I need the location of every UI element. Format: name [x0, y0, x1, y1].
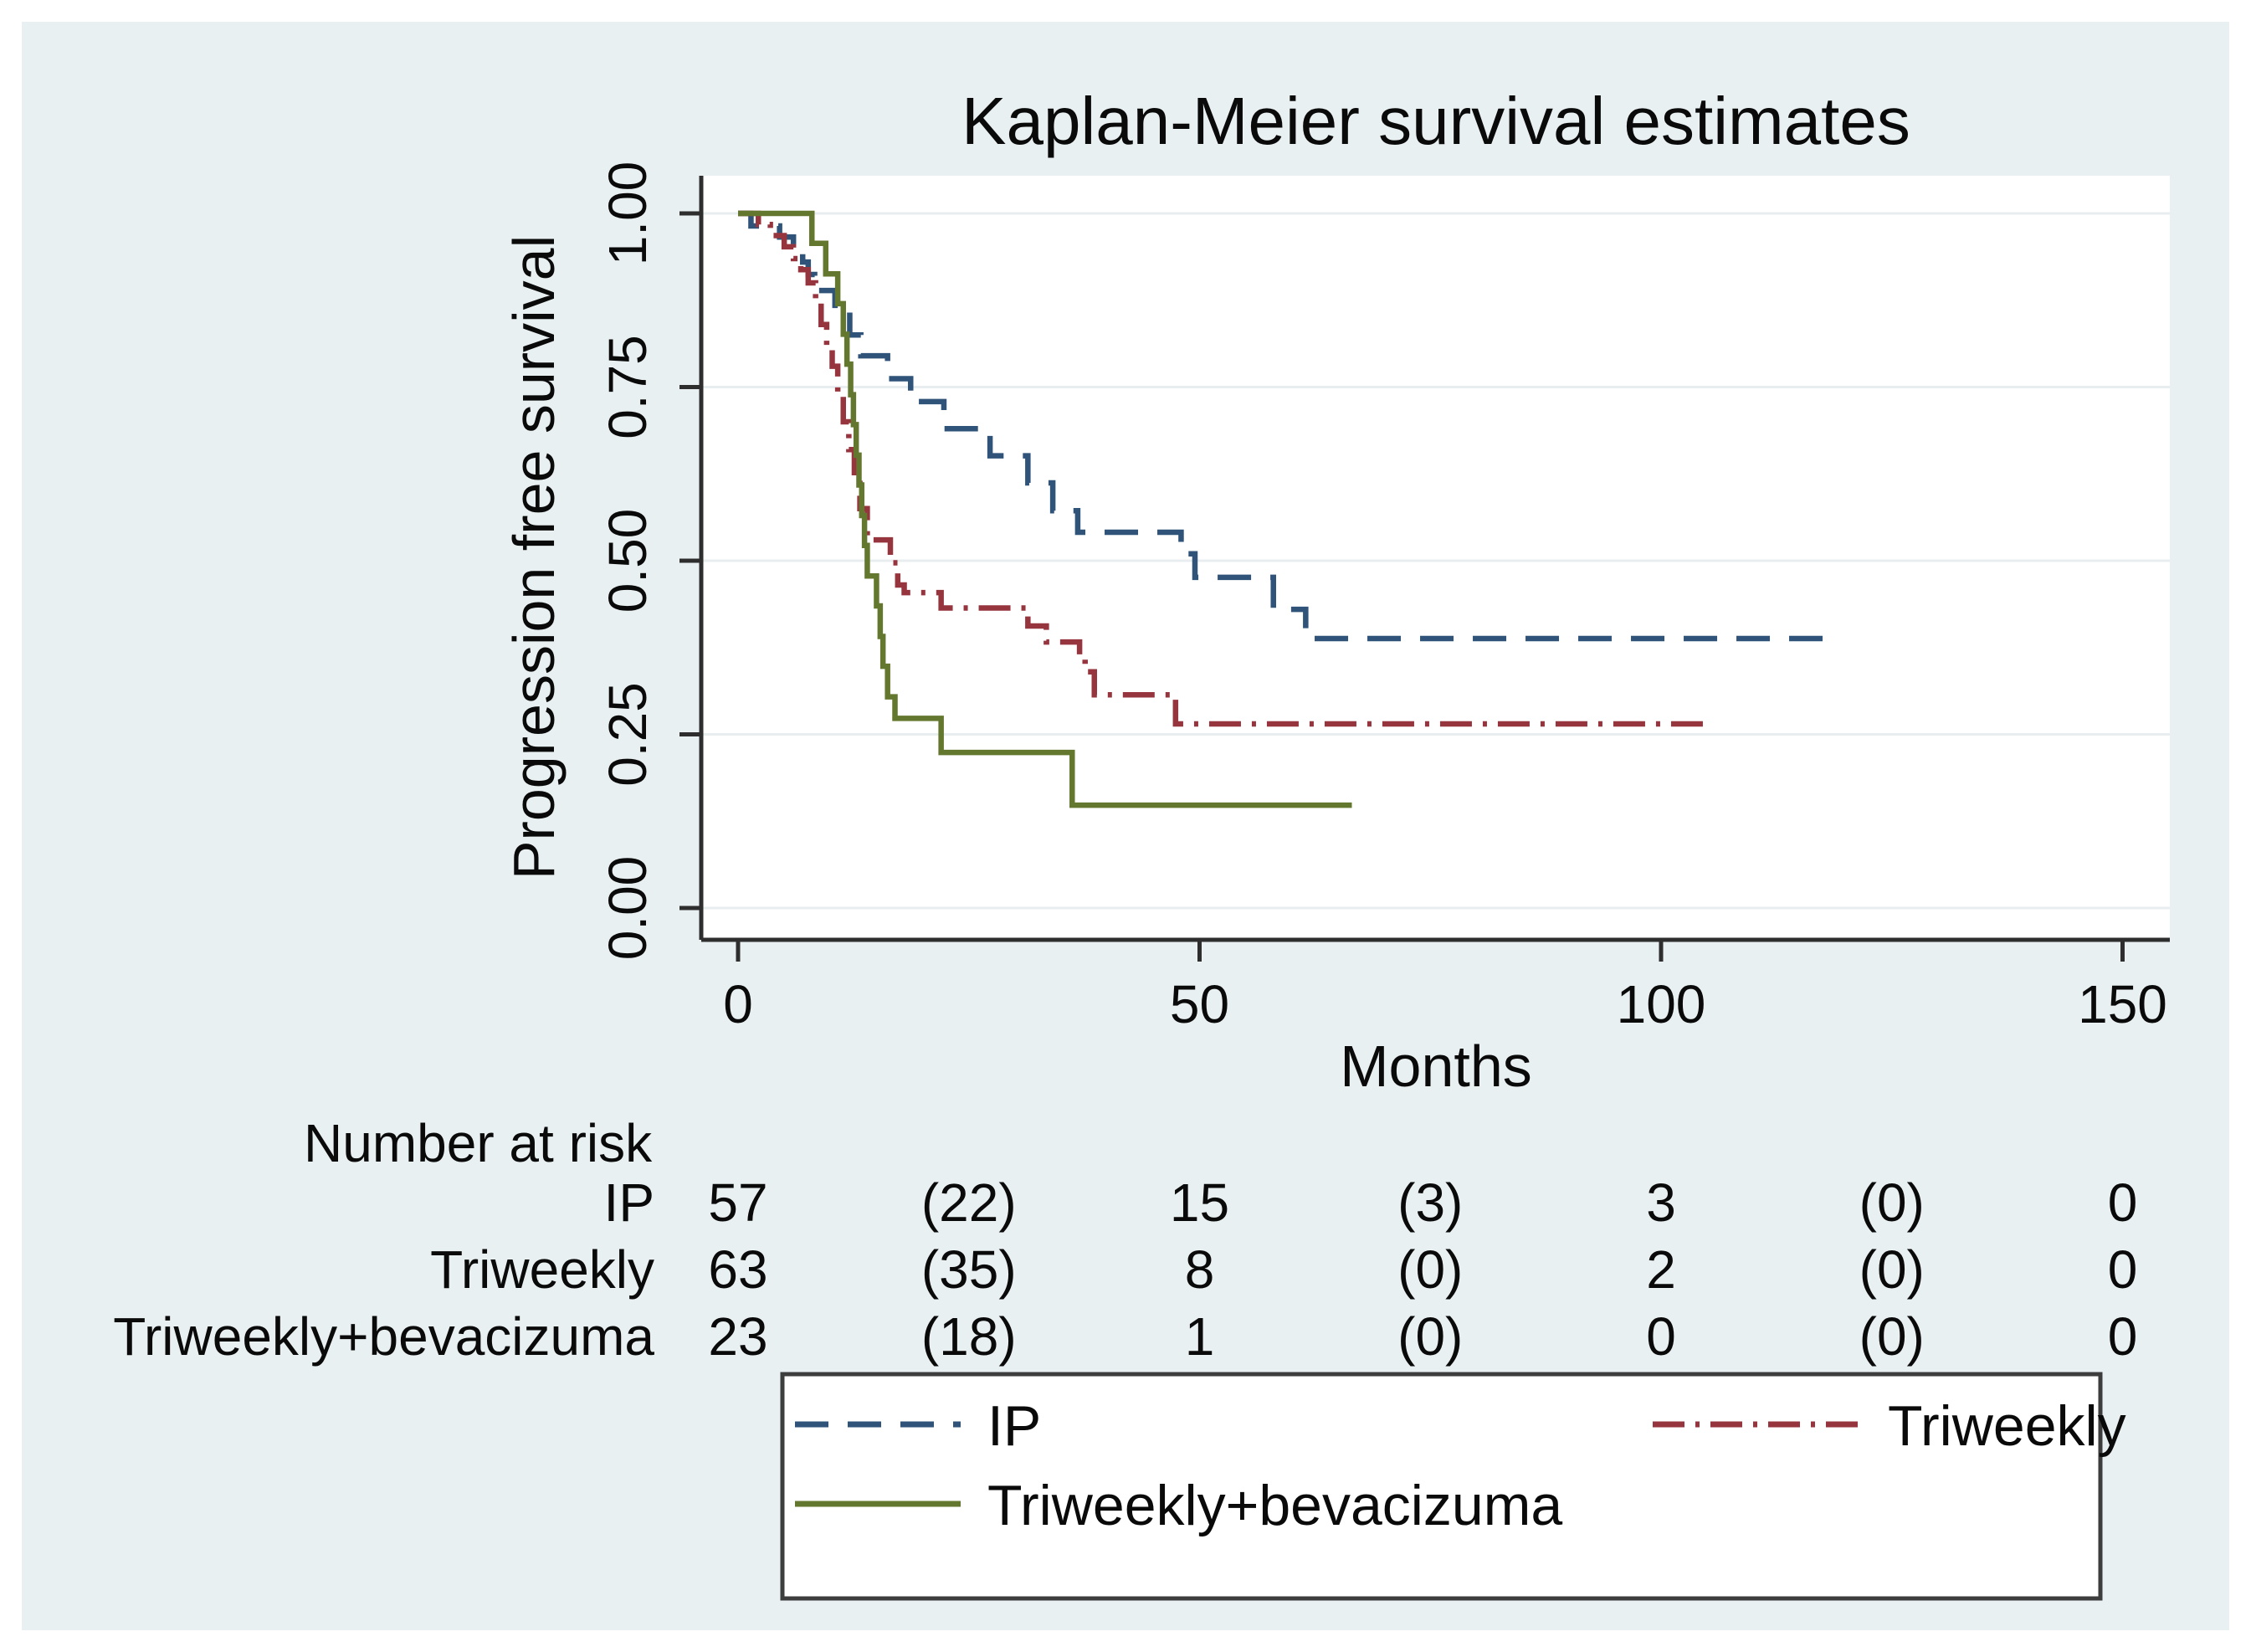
risk-table-header: Number at risk — [304, 1113, 653, 1173]
risk-value: (0) — [1859, 1172, 1925, 1233]
x-axis-title: Months — [1340, 1034, 1532, 1099]
risk-value: (18) — [921, 1306, 1017, 1367]
curve-ip — [738, 210, 1842, 642]
risk-value: 0 — [2108, 1172, 2138, 1233]
risk-value: 8 — [1185, 1239, 1215, 1300]
x-tick-label: 100 — [1617, 974, 1706, 1034]
risk-value: 1 — [1185, 1306, 1215, 1367]
risk-value: 63 — [708, 1239, 767, 1300]
risk-value: 15 — [1170, 1172, 1229, 1233]
risk-value: (35) — [921, 1239, 1017, 1300]
y-tick-label: 0.75 — [597, 335, 658, 439]
legend-item-label: Triweekly+bevacizuma — [987, 1474, 1562, 1537]
y-tick-label: 0.50 — [597, 509, 658, 613]
axes — [679, 176, 2170, 962]
number-at-risk-table: IP 57 (22) 15 (3) 3 (0) 0 Triweekly 63 (35) 8 (0) 2 (0… — [113, 1172, 2137, 1367]
x-tick-label: 50 — [1170, 974, 1229, 1034]
risk-row-label: Triweekly — [430, 1239, 654, 1300]
survival-curves — [738, 210, 1842, 808]
legend-frame — [780, 1372, 2103, 1601]
y-axis-title: Progression free survival — [501, 235, 567, 880]
risk-value: (3) — [1397, 1172, 1463, 1233]
risk-row-label: Triweekly+bevacizuma — [113, 1306, 654, 1367]
risk-value: (0) — [1859, 1306, 1925, 1367]
gridlines — [701, 212, 2170, 910]
legend-item-label: Triweekly — [1888, 1394, 2126, 1458]
risk-value: 0 — [1646, 1306, 1676, 1367]
legend-item-label: IP — [987, 1394, 1041, 1458]
x-tick-label: 0 — [723, 974, 753, 1034]
risk-value: 0 — [2108, 1239, 2138, 1300]
risk-value: (0) — [1397, 1239, 1463, 1300]
plot-area — [701, 176, 2170, 940]
risk-row-label: IP — [604, 1172, 654, 1233]
chart-title: Kaplan-Meier survival estimates — [961, 84, 1910, 158]
risk-value: 57 — [708, 1172, 767, 1233]
risk-value: (0) — [1859, 1239, 1925, 1300]
curve-triweekly — [738, 210, 1708, 727]
risk-value: 0 — [2108, 1306, 2138, 1367]
x-tick-label: 150 — [2078, 974, 2167, 1034]
y-tick-label: 1.00 — [597, 162, 658, 266]
tick-labels: 1.00 0.75 0.50 0.25 0.00 0 50 100 150 — [597, 162, 2167, 1034]
risk-value: 3 — [1646, 1172, 1676, 1233]
risk-value: (22) — [921, 1172, 1017, 1233]
legend-box: IP Triweekly Triweekly+bevacizuma — [780, 1372, 2126, 1601]
risk-value: 23 — [708, 1306, 767, 1367]
curve-triweekly-bevacizuma — [738, 210, 1352, 808]
y-tick-label: 0.25 — [597, 682, 658, 787]
y-tick-label: 0.00 — [597, 856, 658, 961]
risk-value: (0) — [1397, 1306, 1463, 1367]
risk-value: 2 — [1646, 1239, 1676, 1300]
